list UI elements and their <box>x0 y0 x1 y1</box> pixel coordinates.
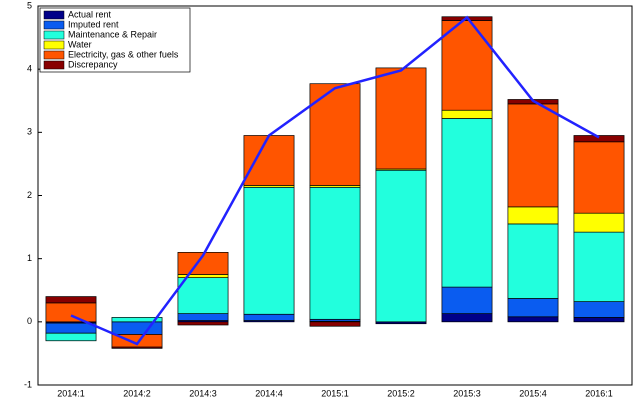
bar-segment <box>177 277 229 314</box>
bar-segment <box>441 118 493 288</box>
x-tick-label: 2014:4 <box>255 388 283 398</box>
x-tick-label: 2014:1 <box>57 388 85 398</box>
bar-segment <box>111 346 163 349</box>
bar-segment <box>441 313 493 323</box>
bar-segment <box>573 317 625 323</box>
x-tick-label: 2015:4 <box>519 388 547 398</box>
bar-segment <box>507 316 559 323</box>
bar-segment <box>507 223 559 299</box>
x-tick-label: 2015:1 <box>321 388 349 398</box>
bar-segment <box>177 313 229 321</box>
y-tick-label: 0 <box>27 316 32 326</box>
y-tick-label: -1 <box>24 379 32 389</box>
x-tick-label: 2015:2 <box>387 388 415 398</box>
bar-segment <box>309 321 361 327</box>
x-tick-label: 2014:2 <box>123 388 151 398</box>
bar-segment <box>507 103 559 208</box>
bar-segment <box>375 169 427 323</box>
bar-segment <box>243 135 295 186</box>
bar-segment <box>111 321 163 335</box>
y-tick-label: 4 <box>27 64 32 74</box>
bar-segment <box>45 296 97 304</box>
bar-segment <box>573 301 625 318</box>
bar-segment <box>177 321 229 326</box>
legend-box <box>39 7 191 73</box>
y-tick-label: 1 <box>27 253 32 263</box>
y-tick-label: 5 <box>27 0 32 10</box>
bar-segment <box>111 317 163 323</box>
legend-swatch <box>43 40 65 50</box>
legend-swatch <box>43 10 65 20</box>
x-tick-label: 2015:3 <box>453 388 481 398</box>
x-tick-label: 2014:3 <box>189 388 217 398</box>
bar-segment <box>441 20 493 111</box>
bar-segment <box>441 109 493 119</box>
bar-segment <box>177 252 229 275</box>
legend-label: Water <box>68 39 92 49</box>
bar-segment <box>309 83 361 186</box>
legend-label: Actual rent <box>68 9 112 19</box>
y-tick-label: 3 <box>27 127 32 137</box>
legend-swatch <box>43 60 65 70</box>
bar-segment <box>45 332 97 342</box>
legend-label: Discrepancy <box>68 59 118 69</box>
bar-segment <box>507 298 559 318</box>
bar-segment <box>243 313 295 321</box>
y-tick-label: 2 <box>27 190 32 200</box>
bar-segment <box>507 206 559 225</box>
legend-label: Maintenance & Repair <box>68 29 157 39</box>
line <box>70 15 600 346</box>
bar-segment <box>45 302 97 323</box>
bar-segment <box>375 67 427 170</box>
bar-segment <box>441 286 493 314</box>
bar-segment <box>573 231 625 302</box>
legend-label: Electricity, gas & other fuels <box>68 49 179 59</box>
x-tick-label: 2016:1 <box>585 388 613 398</box>
bar-segment <box>309 186 361 320</box>
bar-segment <box>573 212 625 233</box>
legend-label: Imputed rent <box>68 19 119 29</box>
bar-segment <box>45 322 97 334</box>
bar-segment <box>243 186 295 315</box>
bar-segment <box>573 141 625 214</box>
legend-swatch <box>43 50 65 60</box>
legend-swatch <box>43 20 65 30</box>
bar-segment <box>573 135 625 143</box>
legend-swatch <box>43 30 65 40</box>
